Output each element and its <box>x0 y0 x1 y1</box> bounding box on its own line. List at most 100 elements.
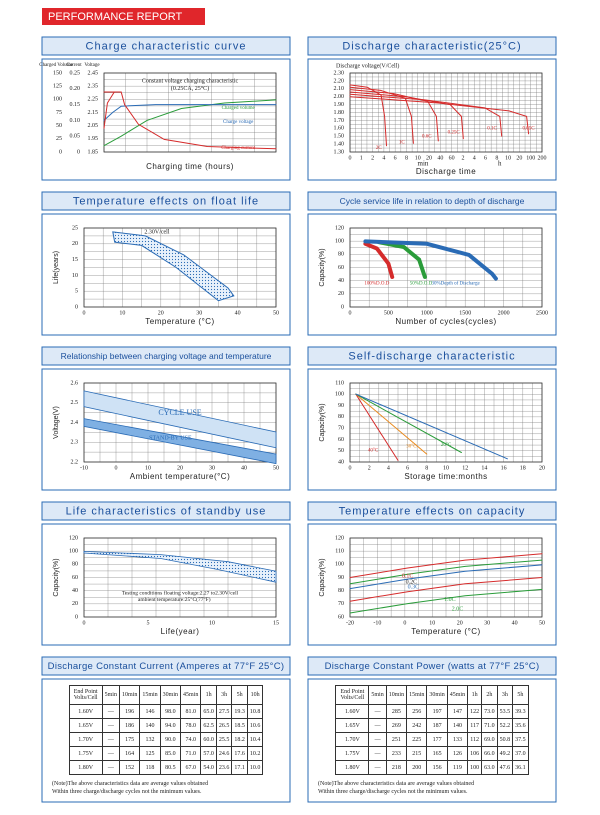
curve <box>363 241 395 279</box>
header-row: End Point Volts/Cell 5min 10min 15min 30min 4… <box>68 685 264 705</box>
curve <box>349 553 543 578</box>
x-tick-label: 8 <box>405 155 408 161</box>
header-cell: 1h <box>200 685 217 705</box>
y-axis-label: Life(years) <box>53 251 60 284</box>
x-tick-label: 16 <box>501 465 507 471</box>
cell: 53.5 <box>496 704 514 719</box>
x-tick-label: 20 <box>516 155 522 161</box>
panel-body <box>307 368 557 491</box>
annotation: 30%Depth of Discharge <box>431 281 480 286</box>
y-tick-label: 2.3 <box>71 440 79 446</box>
annotation: 2C <box>376 146 383 151</box>
x-tick-label: 14 <box>481 465 487 471</box>
y-tick-label: 2.35 <box>88 84 99 90</box>
cell: 63.0 <box>481 760 498 775</box>
cell: 1.80V <box>68 760 103 775</box>
y-axis-label: Voltage(V) <box>53 406 60 439</box>
y-tick-label: 60 <box>72 575 78 581</box>
curve <box>103 99 277 147</box>
y-tick-label: 60 <box>338 614 344 620</box>
curve <box>112 231 235 302</box>
cell: 200 <box>406 760 428 775</box>
panel-body <box>41 58 291 181</box>
x-tick-label: 6 <box>394 155 397 161</box>
panel-title: Charge characteristic curve <box>86 40 247 52</box>
row: 1.65V —186 140 94.0 78.0 62.5 26.5 18.5 10.6 <box>68 718 264 733</box>
x-tick-label: 0 <box>83 310 86 316</box>
y-tick-label: 25 <box>56 136 62 142</box>
x-tick-label: -10 <box>80 465 88 471</box>
x-tick-label: 10 <box>145 465 151 471</box>
y-tick-label: 2.45 <box>88 70 99 76</box>
y-tick-label: 80 <box>338 588 344 594</box>
annotation: 0.1C <box>487 126 497 131</box>
y-tick-label: 1.90 <box>334 102 345 108</box>
curve <box>355 393 399 461</box>
y-tick-label: 120 <box>335 225 344 231</box>
curve <box>349 577 543 602</box>
cell: 1.75V <box>68 746 103 761</box>
cell: 10.6 <box>246 718 264 733</box>
x-axis-label: Number of cycles(cycles) <box>395 317 496 326</box>
annotation: min <box>418 160 429 168</box>
cell: 10.2 <box>246 746 264 761</box>
panel-title: Self-discharge characteristic <box>348 350 515 362</box>
table: End Point Volts/Cell 5min 10min 15min 30min 4… <box>335 685 529 775</box>
cell: 164 <box>118 746 141 761</box>
header-cell: 3h <box>215 685 233 705</box>
y-tick-label: 0.20 <box>70 86 81 92</box>
cell: 215 <box>406 746 428 761</box>
header-cell: 5min <box>101 685 120 705</box>
cell: 256 <box>406 704 428 719</box>
panel-title-bar <box>41 191 291 211</box>
y-tick-label: 50 <box>338 448 344 454</box>
cell: 165 <box>426 746 448 761</box>
y-tick-label: 0 <box>341 304 344 310</box>
cell: 54.0 <box>200 760 217 775</box>
row: 1.65V —269 242 187 140 117 71.0 52.2 35.6 <box>335 718 529 733</box>
row: 1.80V —152 118 80.5 67.0 54.0 23.6 17.1 10.0 <box>68 760 264 775</box>
cell: 74.0 <box>180 732 202 747</box>
note-line: (Note)The above characteristics data are… <box>52 781 209 787</box>
y-tick-label: 0 <box>75 614 78 620</box>
x-tick-label: 6 <box>406 465 409 471</box>
curve <box>103 91 115 129</box>
cell: 1.65V <box>335 718 370 733</box>
cell: 218 <box>385 760 408 775</box>
x-axis-label: Temperature (°C) <box>411 627 480 636</box>
y-tick-label: 1.80 <box>334 110 345 116</box>
x-axis-label: Charging time (hours) <box>146 162 234 171</box>
panel-title: Life characteristics of standby use <box>66 505 267 517</box>
cell: 49.2 <box>496 746 514 761</box>
cell: 37.5 <box>512 732 529 747</box>
y-tick-label: 80 <box>338 252 344 258</box>
y-tick-label: 50 <box>56 123 62 129</box>
y-tick-label: 40 <box>338 459 344 465</box>
annotation: 0.1C <box>402 573 414 579</box>
header-cell: 30min <box>159 685 182 705</box>
y-tick-label: 60 <box>338 437 344 443</box>
x-tick-label: 20 <box>426 155 432 161</box>
row: 1.75V —233 215 165 126 106 66.0 49.2 37.0 <box>335 746 529 761</box>
y-tick-label: 100 <box>335 392 344 398</box>
curve <box>363 239 498 281</box>
y-axis-label: Discharge voltage(V/Cell) <box>336 62 399 69</box>
y-tick-label: 100 <box>69 549 78 555</box>
y-tick-label: 0 <box>77 149 80 155</box>
annotation: Constant voltage charging characteristic <box>142 78 239 84</box>
y-tick-label: 1.70 <box>334 118 345 124</box>
panel-title-bar <box>41 36 291 56</box>
cell: 50.8 <box>496 732 514 747</box>
x-tick-label: 8 <box>495 155 498 161</box>
y-tick-label: 110 <box>335 380 344 386</box>
x-tick-label: 100 <box>526 155 535 161</box>
row: 1.60V —196 146 98.0 81.0 65.0 27.5 19.3 10.8 <box>68 704 264 719</box>
y-tick-label: 120 <box>69 535 78 541</box>
cell: 73.0 <box>481 704 498 719</box>
y-tick-label: 70 <box>338 426 344 432</box>
y-tick-label: 125 <box>53 84 62 90</box>
panel-body <box>41 213 291 336</box>
curve <box>103 91 277 150</box>
y-axis-label: Voltage <box>84 63 100 68</box>
x-tick-label: 40 <box>512 620 518 626</box>
